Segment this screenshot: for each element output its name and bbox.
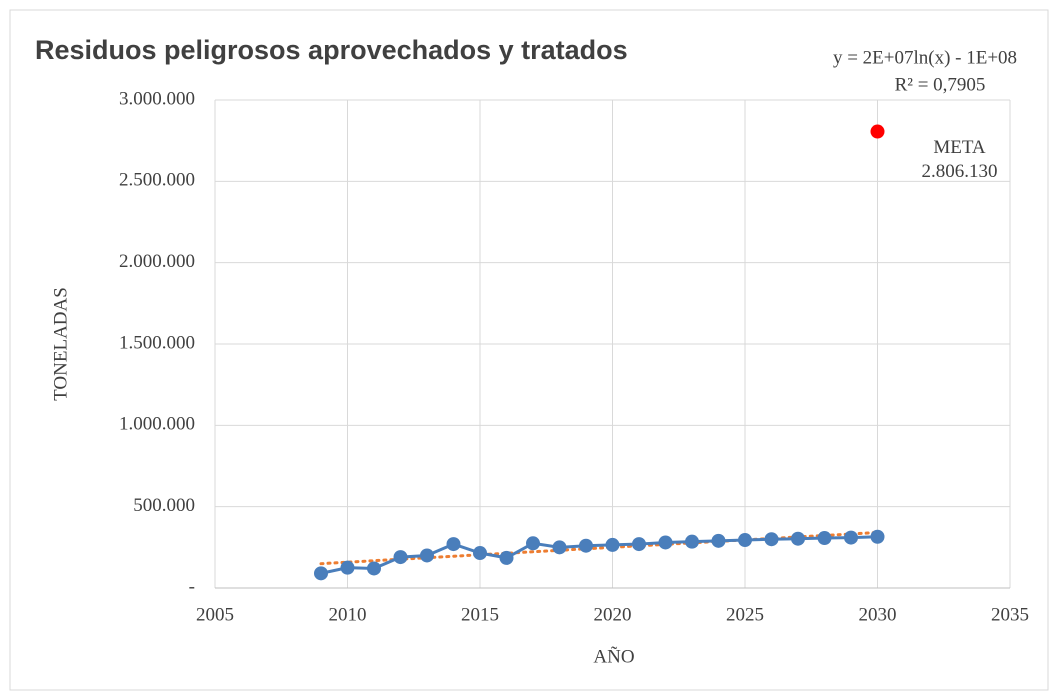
series-marker: [420, 548, 434, 563]
series-marker: [446, 537, 461, 552]
x-tick-label: 2020: [594, 604, 632, 625]
series-marker: [817, 531, 832, 546]
y-tick-label: 1.000.000: [119, 414, 195, 435]
series-marker: [579, 538, 593, 553]
y-tick-label: 2.000.000: [119, 251, 195, 272]
chart-frame: [9, 9, 1049, 691]
series-marker: [870, 529, 885, 544]
y-axis-label: TONELADAS: [50, 287, 71, 401]
series-marker: [632, 537, 646, 552]
point: [870, 124, 885, 139]
y-tick-label: 3.000.000: [119, 88, 195, 109]
series-marker: [711, 533, 726, 548]
y-tick-label: 2.500.000: [119, 170, 195, 191]
series-marker: [844, 530, 858, 545]
series-line: [320, 535, 878, 575]
series-marker: [499, 550, 514, 565]
data-label: 2.806.130: [922, 161, 998, 182]
series-marker: [791, 531, 805, 546]
y-tick-label: 1.500.000: [119, 332, 195, 353]
series-marker: [473, 546, 487, 561]
x-tick-label: 2035: [991, 604, 1029, 625]
series-marker: [738, 533, 752, 548]
series-marker: [340, 560, 355, 575]
trend-equation: y = 2E+07ln(x) - 1E+08: [833, 47, 1017, 68]
series-marker: [552, 540, 567, 555]
x-axis-label: AÑO: [593, 645, 634, 667]
series-marker: [764, 532, 779, 547]
x-tick-label: 2015: [461, 604, 499, 625]
chart-title: Residuos peligrosos aprovechados y trata…: [35, 35, 628, 65]
point-name: META: [933, 137, 986, 158]
trend-r2: R² = 0,7905: [895, 74, 986, 95]
x-tick-label: 2010: [329, 604, 367, 625]
x-tick-label: 2025: [726, 604, 764, 625]
y-tick-label: -: [189, 576, 195, 597]
series-marker: [393, 550, 408, 565]
series-marker: [367, 561, 381, 576]
x-tick-label: 2030: [859, 604, 897, 625]
series-marker: [526, 536, 540, 551]
series-marker: [605, 537, 620, 552]
y-tick-label: 500.000: [133, 495, 195, 516]
x-tick-label: 2005: [196, 604, 234, 625]
series-marker: [658, 535, 673, 550]
series-marker: [314, 566, 328, 581]
series-marker: [685, 534, 699, 549]
